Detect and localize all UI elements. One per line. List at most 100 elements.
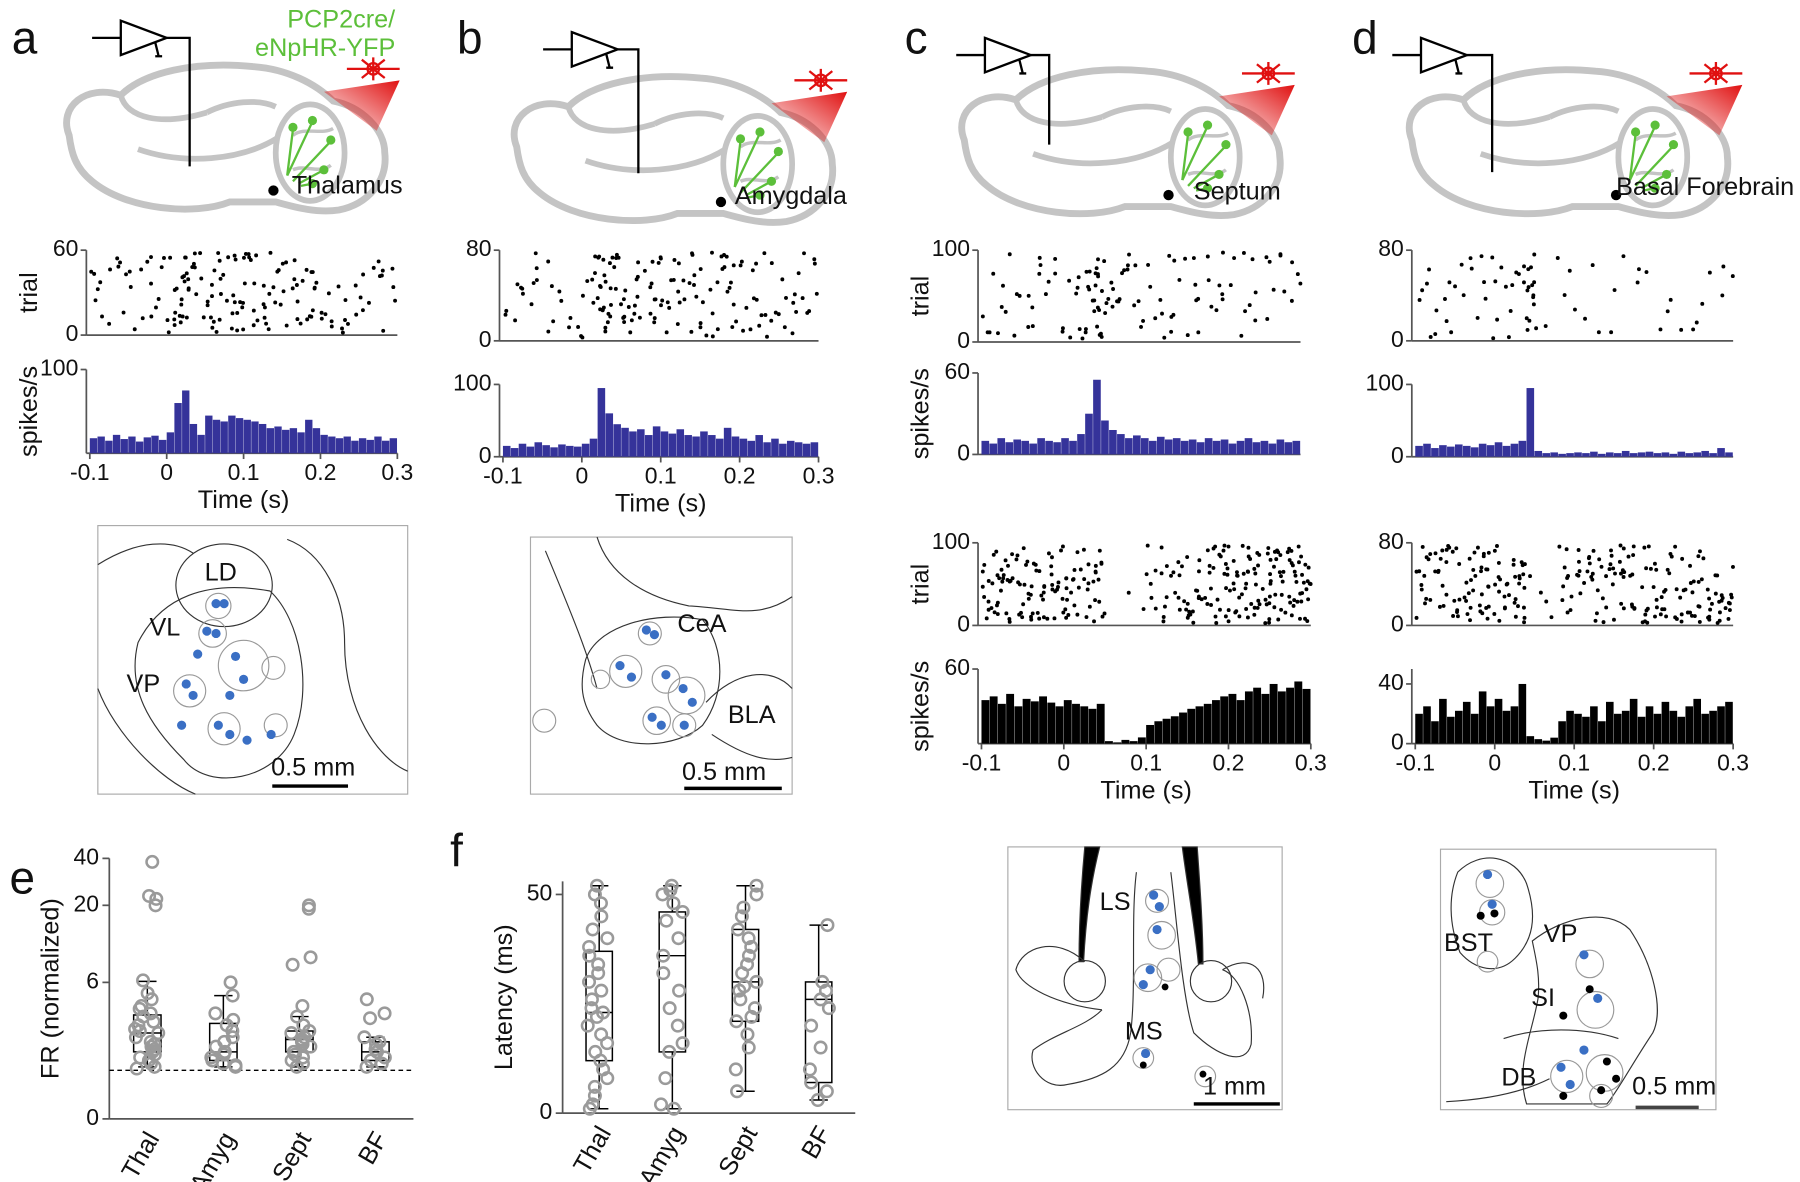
raster-spike xyxy=(650,259,655,264)
raster-spike xyxy=(1678,595,1683,600)
histogram-bar xyxy=(1494,442,1503,457)
raster-spike xyxy=(292,277,297,282)
raster-spike xyxy=(1080,336,1085,341)
y-tick-label: 40 xyxy=(73,843,99,869)
raster-spike xyxy=(1092,309,1097,314)
raster-spike xyxy=(1012,333,1017,338)
raster-spike xyxy=(1665,567,1670,572)
raster-spike xyxy=(1673,544,1678,549)
raster-spike xyxy=(1050,555,1054,560)
data-point xyxy=(820,918,835,933)
y-tick-label: 100 xyxy=(932,528,970,554)
data-point xyxy=(594,983,609,998)
histogram-bar xyxy=(266,428,274,454)
raster-spike xyxy=(1221,548,1226,553)
raster-spike xyxy=(692,283,696,287)
data-point xyxy=(735,966,750,981)
raster-spike xyxy=(1211,565,1216,570)
data-point xyxy=(128,1030,143,1045)
raster-spike xyxy=(1717,618,1722,623)
raster-spike xyxy=(1076,585,1081,590)
histogram-bar xyxy=(1061,438,1069,455)
raster-spike xyxy=(1619,571,1623,576)
histogram-bar xyxy=(1605,701,1614,744)
data-point xyxy=(225,988,240,1003)
raster-spike xyxy=(987,330,992,335)
raster-spike xyxy=(1246,545,1251,550)
raster-spike xyxy=(230,311,235,316)
raster-spike xyxy=(290,286,295,291)
raster-spike xyxy=(676,261,681,266)
raster-spike xyxy=(1609,330,1614,335)
raster-spike xyxy=(1017,612,1022,617)
data-point xyxy=(813,992,828,1007)
histogram-bar xyxy=(1415,445,1423,457)
raster-spike xyxy=(1096,257,1100,262)
raster-spike xyxy=(782,325,787,330)
data-point xyxy=(582,1101,597,1116)
raster-spike xyxy=(1692,614,1697,618)
raster-spike xyxy=(1433,569,1438,574)
histogram-bar xyxy=(1494,698,1503,744)
raster-spike xyxy=(240,305,245,310)
region-label: Thalamus xyxy=(292,172,403,200)
raster-spike xyxy=(698,321,703,326)
raster-spike xyxy=(1658,327,1663,332)
raster-y-label: trial xyxy=(906,276,934,317)
histogram-bar xyxy=(128,436,136,454)
raster-spike xyxy=(391,285,396,290)
raster-spike xyxy=(667,305,672,310)
raster-spike xyxy=(1447,280,1452,285)
raster-spike xyxy=(1035,610,1040,615)
raster-spike xyxy=(1440,548,1445,553)
raster-spike xyxy=(1577,559,1581,564)
raster-spike xyxy=(576,325,581,329)
raster-spike xyxy=(1507,593,1511,598)
raster-spike xyxy=(1531,293,1536,298)
raster-spike xyxy=(1696,579,1701,584)
raster-spike xyxy=(346,321,350,326)
raster-spike xyxy=(1196,296,1201,301)
histogram-bar xyxy=(1701,450,1709,457)
raster-spike xyxy=(128,285,133,289)
raster-spike xyxy=(748,327,753,332)
raster-spike xyxy=(1428,597,1433,602)
raster-spike xyxy=(340,330,345,335)
raster-spike xyxy=(329,319,334,324)
raster-spike xyxy=(242,281,247,286)
raster-spike xyxy=(776,312,781,317)
histogram-bar xyxy=(739,438,748,457)
raster-spike xyxy=(1612,288,1617,292)
raster-spike xyxy=(551,319,556,324)
raster-spike xyxy=(1160,311,1164,316)
raster-spike xyxy=(1452,598,1457,603)
data-point xyxy=(819,1084,834,1099)
raster-spike xyxy=(1727,601,1732,606)
histogram-bar xyxy=(1542,740,1551,744)
histogram-bar xyxy=(1486,445,1495,457)
raster-spike xyxy=(1475,545,1480,550)
raster-spike xyxy=(1437,604,1442,609)
histogram-bar xyxy=(366,439,374,454)
raster-spike xyxy=(232,253,237,258)
raster-spike xyxy=(1026,293,1031,298)
raster-spike xyxy=(722,265,727,270)
panel-letter: f xyxy=(450,824,463,876)
raster-spike xyxy=(1185,555,1190,559)
raster-spike xyxy=(1273,592,1278,597)
raster-spike xyxy=(1618,543,1623,548)
raster-spike xyxy=(1436,570,1441,574)
data-point xyxy=(301,901,316,916)
histogram-bar xyxy=(1431,721,1439,744)
raster-spike xyxy=(231,293,236,298)
raster-spike xyxy=(1482,280,1487,285)
raster-spike xyxy=(1185,615,1190,620)
data-point xyxy=(600,931,615,946)
data-point xyxy=(580,1018,595,1033)
histogram-bar xyxy=(1653,453,1662,457)
raster-spike xyxy=(698,267,703,271)
raster-spike xyxy=(1141,318,1146,323)
raster-spike xyxy=(1417,569,1422,574)
raster-spike xyxy=(216,251,221,255)
histogram-bar xyxy=(700,431,708,457)
